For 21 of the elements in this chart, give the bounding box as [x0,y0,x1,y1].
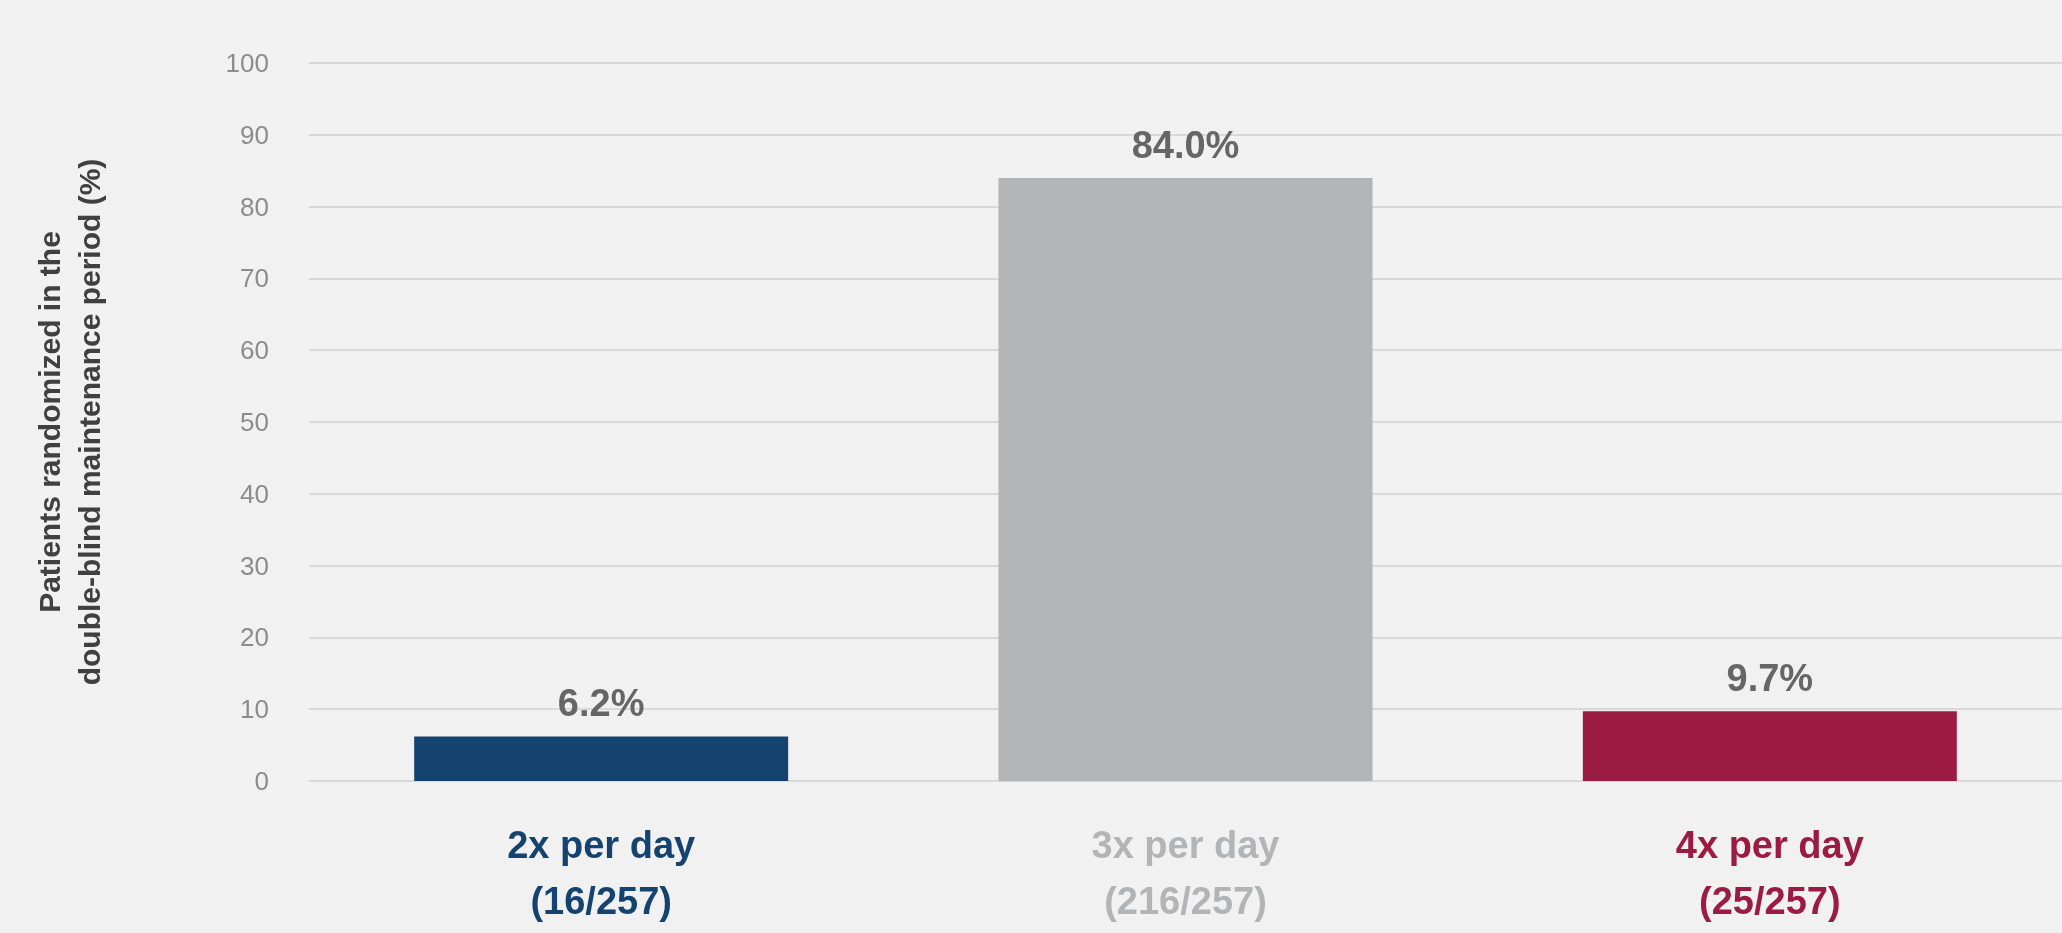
y-tick-label: 30 [240,550,269,581]
x-tick-label: 4x per day (25/257) [1675,824,1864,922]
x-tick-label: 3x per day (216/257) [1091,824,1280,922]
y-tick-label: 90 [240,119,269,150]
y-tick-label: 50 [240,407,269,437]
bar [414,736,789,781]
y-axis-title: Patients randomized in the double-blind maintenance period (%) [32,158,106,686]
bar [998,177,1373,781]
y-tick-label: 100 [225,48,269,78]
y-tick-label: 60 [240,335,269,366]
data-label: 84.0% [1131,123,1240,166]
y-tick-label: 20 [240,622,269,653]
y-tick-label: 0 [254,766,269,796]
y-tick-label: 70 [240,263,269,294]
x-tick-label: 2x per day (16/257) [507,824,696,922]
bar [1582,711,1957,781]
y-tick-label: 40 [240,478,269,509]
y-tick-label: 80 [240,191,269,222]
y-tick-label: 10 [240,694,269,725]
data-label: 6.2% [557,682,645,725]
data-label: 9.7% [1726,657,1814,700]
